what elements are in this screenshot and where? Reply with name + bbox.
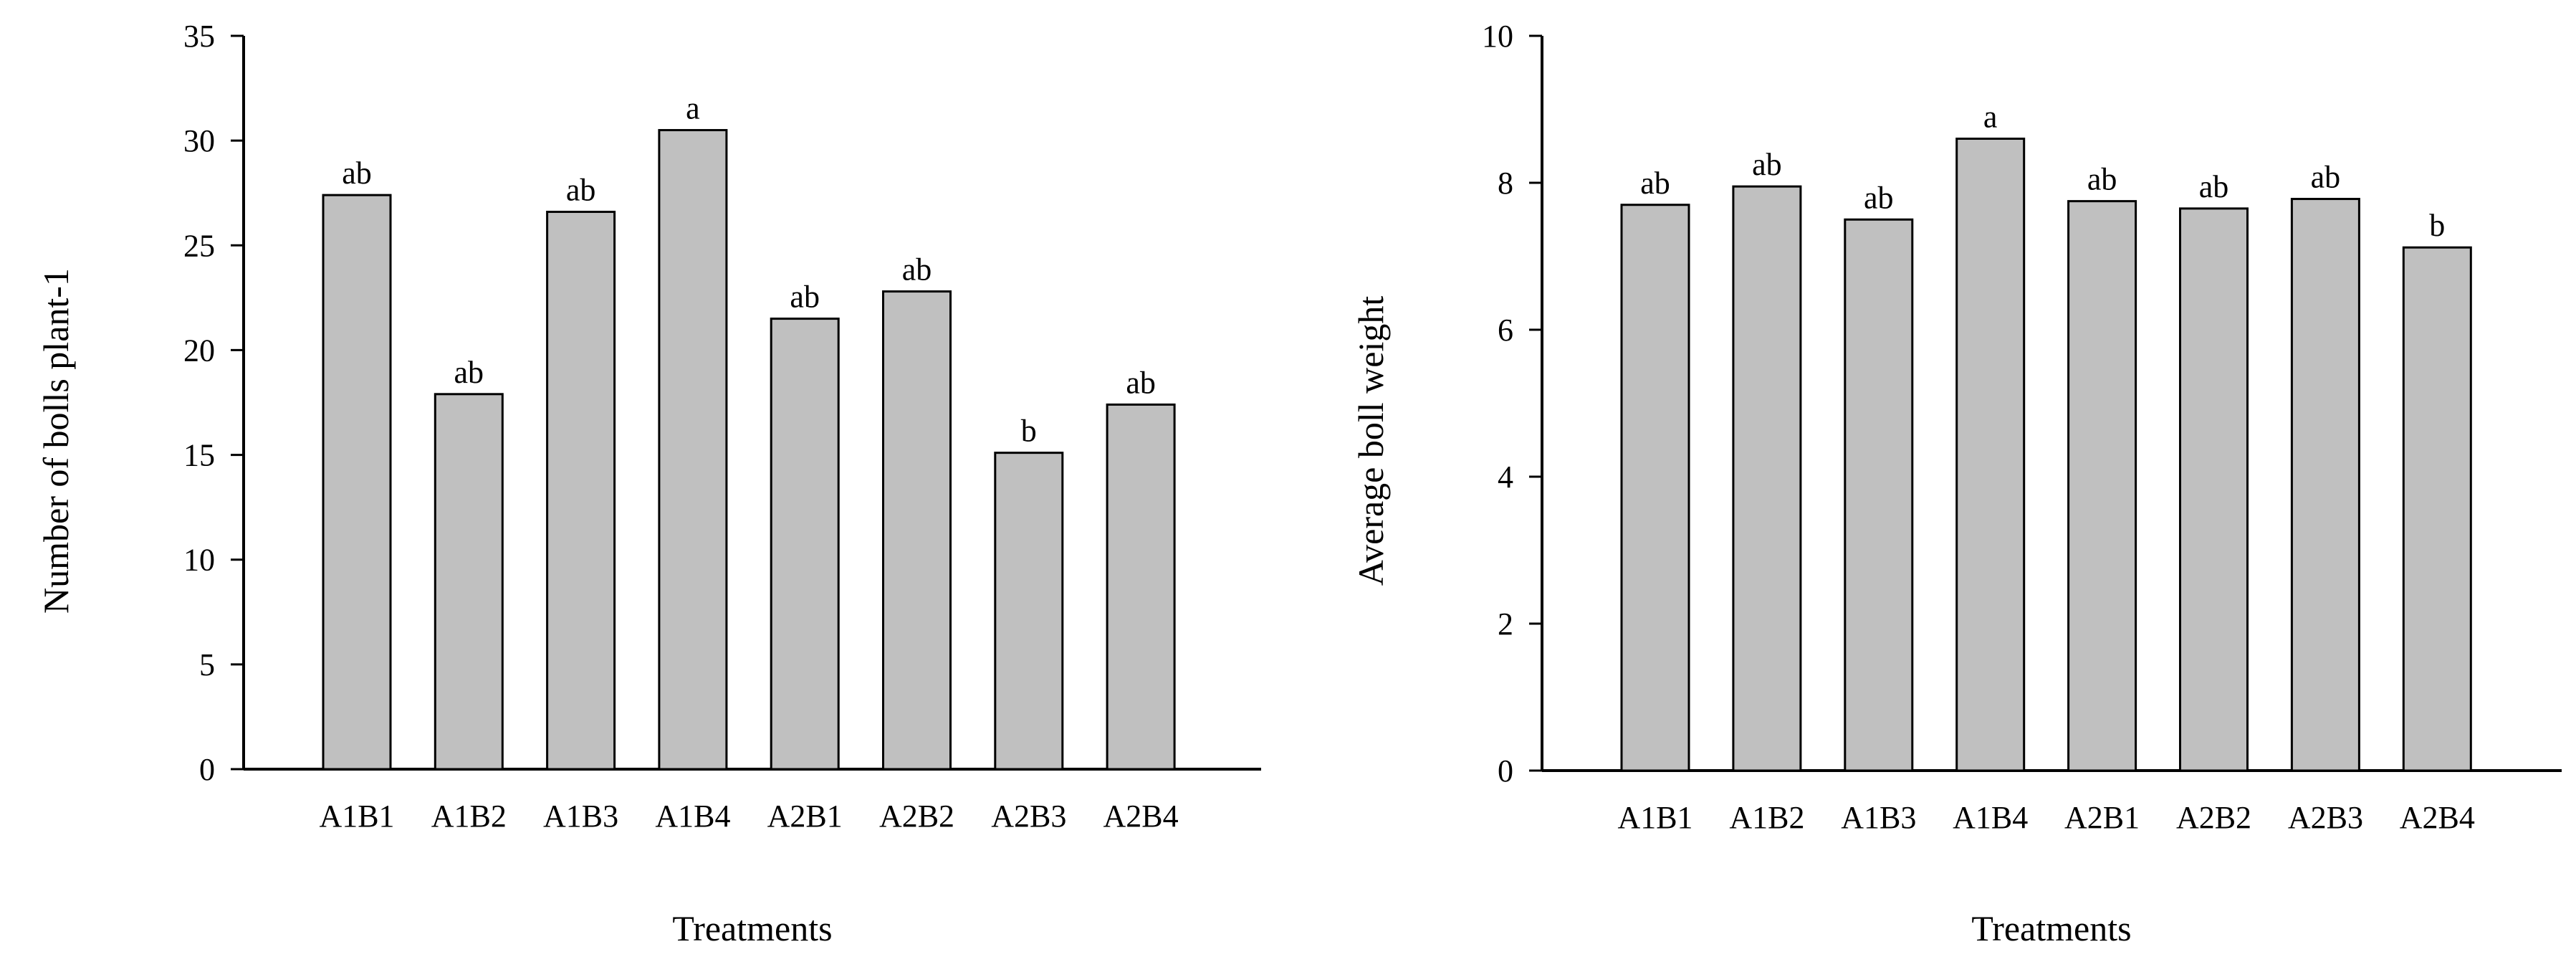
y-tick-label: 6 xyxy=(1498,313,1513,348)
x-tick-label: A2B3 xyxy=(991,799,1066,834)
y-tick-label: 2 xyxy=(1498,606,1513,642)
significance-label: ab xyxy=(1864,180,1894,215)
x-axis-title: Treatments xyxy=(672,908,832,948)
significance-label: ab xyxy=(2199,169,2229,204)
bar-a2b1 xyxy=(770,318,840,771)
bar-a1b3 xyxy=(1844,218,1914,772)
significance-label: ab xyxy=(1752,147,1782,182)
significance-label: ab xyxy=(902,252,932,287)
y-tick-label: 25 xyxy=(183,228,215,263)
significance-label: ab xyxy=(1640,166,1670,201)
significance-label: ab xyxy=(790,280,820,315)
y-tick-label: 20 xyxy=(183,333,215,368)
bar-a2b2 xyxy=(882,290,952,771)
x-tick-label: A2B1 xyxy=(767,799,843,834)
x-tick-label: A1B2 xyxy=(431,799,507,834)
x-tick-label: A2B2 xyxy=(2176,800,2251,835)
y-tick-label: 15 xyxy=(183,438,215,473)
bar-a1b4 xyxy=(658,129,728,771)
bar-a2b3 xyxy=(2290,198,2360,772)
bar-a1b3 xyxy=(546,211,616,771)
y-tick-label: 8 xyxy=(1498,166,1513,201)
x-tick-label: A2B1 xyxy=(2064,800,2140,835)
x-tick-label: A2B4 xyxy=(2400,800,2475,835)
chart-bolls-per-plant: Number of bolls plant-1 Treatments 0 5 10 1… xyxy=(36,19,1261,948)
bar-a2b4 xyxy=(1106,403,1176,771)
x-tick-label: A1B3 xyxy=(1841,800,1916,835)
significance-label: b xyxy=(1021,414,1037,449)
x-tick-label: A1B4 xyxy=(1953,800,2028,835)
bar-a2b2 xyxy=(2179,207,2249,772)
x-tick-label: A1B2 xyxy=(1729,800,1804,835)
bar-a2b4 xyxy=(2402,246,2472,772)
x-axis-title: Treatments xyxy=(1971,908,2131,948)
bar-a1b4 xyxy=(1955,138,2026,772)
y-tick-label: 30 xyxy=(183,123,215,158)
bar-a1b1 xyxy=(322,194,392,771)
significance-label: ab xyxy=(454,355,484,390)
bar-a2b3 xyxy=(994,452,1064,771)
x-tick-label: A1B4 xyxy=(655,799,730,834)
bar-a1b2 xyxy=(1732,185,1802,772)
bar-a1b2 xyxy=(434,393,504,771)
significance-label: ab xyxy=(2087,162,2117,197)
y-axis-title: Average boll weight xyxy=(1351,296,1391,586)
bar-a1b1 xyxy=(1620,204,1690,772)
x-tick-label: A2B4 xyxy=(1103,799,1179,834)
bar-a2b1 xyxy=(2067,200,2137,772)
y-tick-label: 10 xyxy=(183,543,215,578)
significance-label: ab xyxy=(1126,365,1156,400)
x-tick-label: A2B3 xyxy=(2288,800,2363,835)
y-tick-label: 10 xyxy=(1482,19,1513,54)
x-tick-label: A1B1 xyxy=(319,799,394,834)
x-tick-label: A1B1 xyxy=(1617,800,1692,835)
y-tick-label: 4 xyxy=(1498,459,1513,495)
x-tick-label: A1B3 xyxy=(543,799,618,834)
chart-average-boll-weight: Average boll weight Treatments 0 2 4 6 8 10 A1… xyxy=(1351,19,2562,948)
y-tick-label: 35 xyxy=(183,19,215,54)
y-tick-label: 0 xyxy=(1498,753,1513,789)
significance-label: ab xyxy=(342,156,372,191)
y-axis-title: Number of bolls plant-1 xyxy=(36,268,76,614)
significance-label: ab xyxy=(2311,160,2341,195)
significance-label: ab xyxy=(566,173,596,208)
y-tick-label: 5 xyxy=(199,647,215,682)
significance-label: b xyxy=(2429,208,2445,243)
x-tick-label: A2B2 xyxy=(879,799,954,834)
y-tick-label: 0 xyxy=(199,752,215,787)
significance-label: a xyxy=(1983,100,1998,135)
significance-label: a xyxy=(686,91,700,126)
